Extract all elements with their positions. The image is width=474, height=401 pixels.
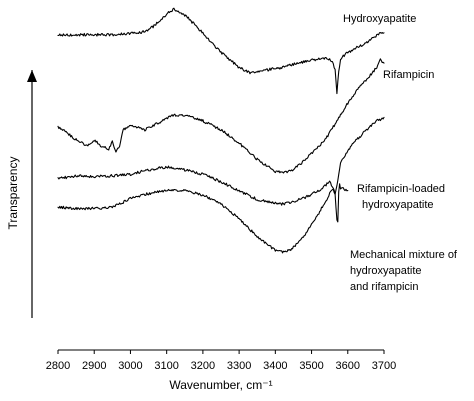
x-tick-label: 3400 — [263, 360, 287, 372]
x-tick-label: 2900 — [82, 360, 106, 372]
x-axis-ticks: 2800 2900 3000 3100 3200 3300 3400 3500 3600 3700 — [46, 350, 396, 372]
x-axis-title: Wavenumber, cm⁻¹ — [169, 378, 272, 392]
series-line-1 — [57, 7, 385, 95]
y-axis-title: Transparency — [6, 157, 20, 230]
series-line-3 — [57, 116, 385, 206]
series-label-hydroxyapatite: Hydroxyapatite — [343, 13, 416, 25]
series-label-mixture-line2: hydroxyapatite — [350, 265, 422, 277]
series-line-4 — [57, 183, 349, 254]
series-group — [57, 7, 385, 254]
x-tick-label: 3300 — [227, 360, 251, 372]
x-tick-label: 2800 — [46, 360, 70, 372]
x-tick-label: 3600 — [336, 360, 360, 372]
x-tick-label: 3000 — [118, 360, 142, 372]
series-label-loaded-line2: hydroxyapatite — [362, 199, 434, 211]
series-line-2 — [57, 58, 385, 174]
series-label-rifampicin: Rifampicin — [383, 69, 434, 81]
x-tick-label: 3500 — [299, 360, 323, 372]
x-tick-label: 3700 — [372, 360, 396, 372]
x-tick-label: 3100 — [154, 360, 178, 372]
series-label-mixture-line3: and rifampicin — [350, 281, 418, 293]
series-label-loaded-line1: Rifampicin-loaded — [357, 183, 445, 195]
x-tick-label: 3200 — [191, 360, 215, 372]
series-label-mixture-line1: Mechanical mixture of — [350, 249, 458, 261]
